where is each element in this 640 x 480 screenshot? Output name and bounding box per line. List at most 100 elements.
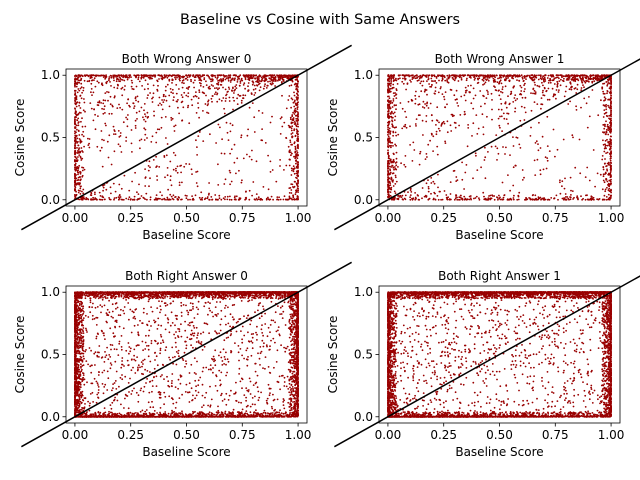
data-point [285,164,288,167]
data-point [502,198,505,201]
data-point [436,106,439,109]
data-point [243,357,246,360]
data-point [288,95,291,97]
data-point [502,74,505,77]
data-point [507,95,509,98]
data-point [499,126,501,129]
data-point [183,91,186,94]
data-point [551,79,554,82]
data-point [525,75,528,78]
data-point [437,186,439,189]
data-point [472,177,474,180]
data-point [608,106,610,108]
data-point [94,193,96,196]
data-point [602,90,604,93]
x-tick-label: 0.00 [375,211,402,225]
data-point [471,135,473,137]
data-point [150,340,153,342]
data-point [74,116,76,119]
data-point [242,97,245,100]
data-point [604,112,607,114]
data-point [80,86,83,89]
data-point [609,197,612,200]
data-point [532,76,535,79]
data-point [84,110,86,113]
data-point [287,145,290,148]
data-point [609,98,612,101]
data-point [174,78,177,81]
data-point [475,114,478,116]
data-point [394,166,396,168]
data-point [291,339,293,342]
data-point [119,106,121,109]
data-point [230,148,233,151]
data-point [79,75,81,78]
data-point [389,102,392,105]
data-point [294,180,296,183]
data-point [119,196,122,198]
y-tick-label: 0.0 [41,193,60,207]
data-point [271,169,274,171]
data-point [282,310,285,313]
data-point [138,110,141,113]
data-point [588,96,590,98]
data-point [605,128,608,131]
data-point [419,76,422,79]
data-point [549,78,552,80]
data-point [610,113,612,116]
data-point [75,134,78,137]
data-point [218,79,221,81]
data-point [506,112,508,115]
data-point [109,356,112,358]
data-point [255,193,258,196]
data-point [514,164,517,167]
data-point [147,76,150,79]
data-point [609,141,612,144]
data-point [609,172,612,175]
data-point [537,143,539,146]
data-point [388,144,391,147]
data-point [75,177,78,180]
data-point [610,101,612,104]
y-tick-label: 0.5 [41,131,60,145]
data-point [534,174,537,177]
data-point [470,77,472,79]
data-point [177,99,179,101]
data-point [195,182,198,184]
data-point [75,160,78,163]
data-point [272,393,274,396]
data-point [269,160,272,163]
x-tick-label: 0.00 [62,211,89,225]
data-point [83,79,86,82]
data-point [297,196,299,198]
data-point [81,150,83,152]
data-point [131,81,134,84]
data-point [240,102,243,104]
data-point [247,297,250,300]
data-point [451,77,454,79]
data-point [176,76,178,79]
data-point [395,79,398,82]
data-point [188,75,191,78]
data-point [168,198,171,201]
data-point [389,87,391,90]
data-point [151,310,154,313]
data-point [292,170,295,173]
data-point [402,77,404,80]
data-point [602,116,605,118]
data-point [395,144,397,147]
data-point [391,120,394,123]
data-point [400,196,403,199]
data-point [404,165,407,168]
data-point [554,77,556,79]
data-point [163,391,166,394]
data-point [429,102,432,105]
data-point [589,198,591,201]
data-point [553,83,556,85]
data-point [536,158,539,161]
data-point [82,109,85,112]
data-point [291,98,294,101]
data-point [161,198,163,201]
data-point [279,165,281,167]
data-point [77,112,80,115]
